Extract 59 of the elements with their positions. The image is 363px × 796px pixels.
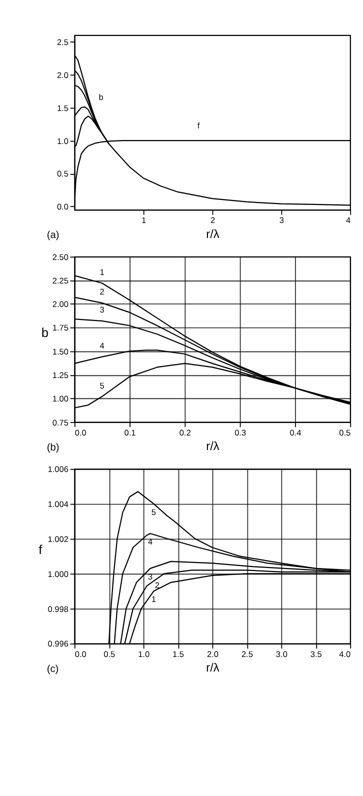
annotation: b [98,92,104,102]
text: (a) [46,230,60,242]
y-tick-label: 2.5 [56,38,69,47]
annotation: 5 [100,381,105,390]
annotation: 2 [100,288,105,297]
y-tick-label: 1.0 [56,136,69,146]
annotation: 3 [148,572,153,582]
y-tick-label: 2.25 [52,276,69,286]
x-tick-label: 0.3 [234,428,246,438]
x-tick-label: 4 [346,216,351,226]
y-tick-label: 1.5 [56,104,69,113]
text: (c) [46,664,59,676]
y-tick-label: 1.00 [52,394,69,404]
x-tick-label: 0.4 [290,428,302,438]
x-tick-label: 3.0 [276,650,288,659]
annotation: 1 [100,268,105,277]
y-tick-label: 0.998 [48,604,69,614]
annotation: 4 [100,342,105,351]
y-tick-label: 1.002 [48,534,69,544]
x-tick-label: 0.0 [74,650,87,659]
y-axis-title: b [41,325,49,340]
x-tick-label: 2 [210,216,216,226]
y-tick-label: 2.0 [56,70,69,80]
y-tick-label: 1.004 [48,500,69,510]
x-tick-label: 4.0 [339,650,351,659]
x-tick-label: 2.0 [206,650,219,659]
y-tick-label: 2.50 [52,252,69,262]
x-tick-label: 3.5 [310,650,322,659]
annotation: 2 [154,581,160,590]
x-tick-label: 1 [142,216,147,226]
y-tick-label: 0.996 [48,640,69,649]
annotation: f [197,122,200,131]
y-tick-label: 1.50 [52,347,69,356]
x-axis-title: r/λ [206,226,220,241]
y-tick-label: 1.000 [48,570,69,579]
x-tick-label: 3 [279,216,284,226]
x-tick-label: 0.5 [104,650,116,659]
annotation: 1 [151,595,156,604]
y-tick-label: 1.25 [52,371,69,380]
y-tick-label: 0.0 [56,202,69,212]
text: (b) [46,442,60,454]
y-tick-label: 1.75 [52,324,69,333]
y-tick-label: 0.75 [52,418,69,428]
annotation: 4 [148,538,153,547]
y-tick-label: 1.006 [48,465,69,474]
y-axis-title: f [38,542,43,557]
annotation: 5 [151,508,156,517]
x-tick-label: 0.5 [339,428,351,438]
x-tick-label: 1.0 [138,650,150,659]
annotation: 3 [100,306,105,315]
x-axis-title: r/λ [206,439,220,454]
y-tick-label: 0.5 [56,170,69,179]
x-tick-label: 0.1 [124,428,136,438]
x-tick-label: 2.5 [241,650,254,659]
x-tick-label: 0.0 [74,428,87,438]
x-axis-title: r/λ [206,660,220,675]
y-tick-label: 2.00 [52,300,69,310]
x-tick-label: 1.5 [172,650,184,659]
x-tick-label: 0.2 [179,428,192,438]
